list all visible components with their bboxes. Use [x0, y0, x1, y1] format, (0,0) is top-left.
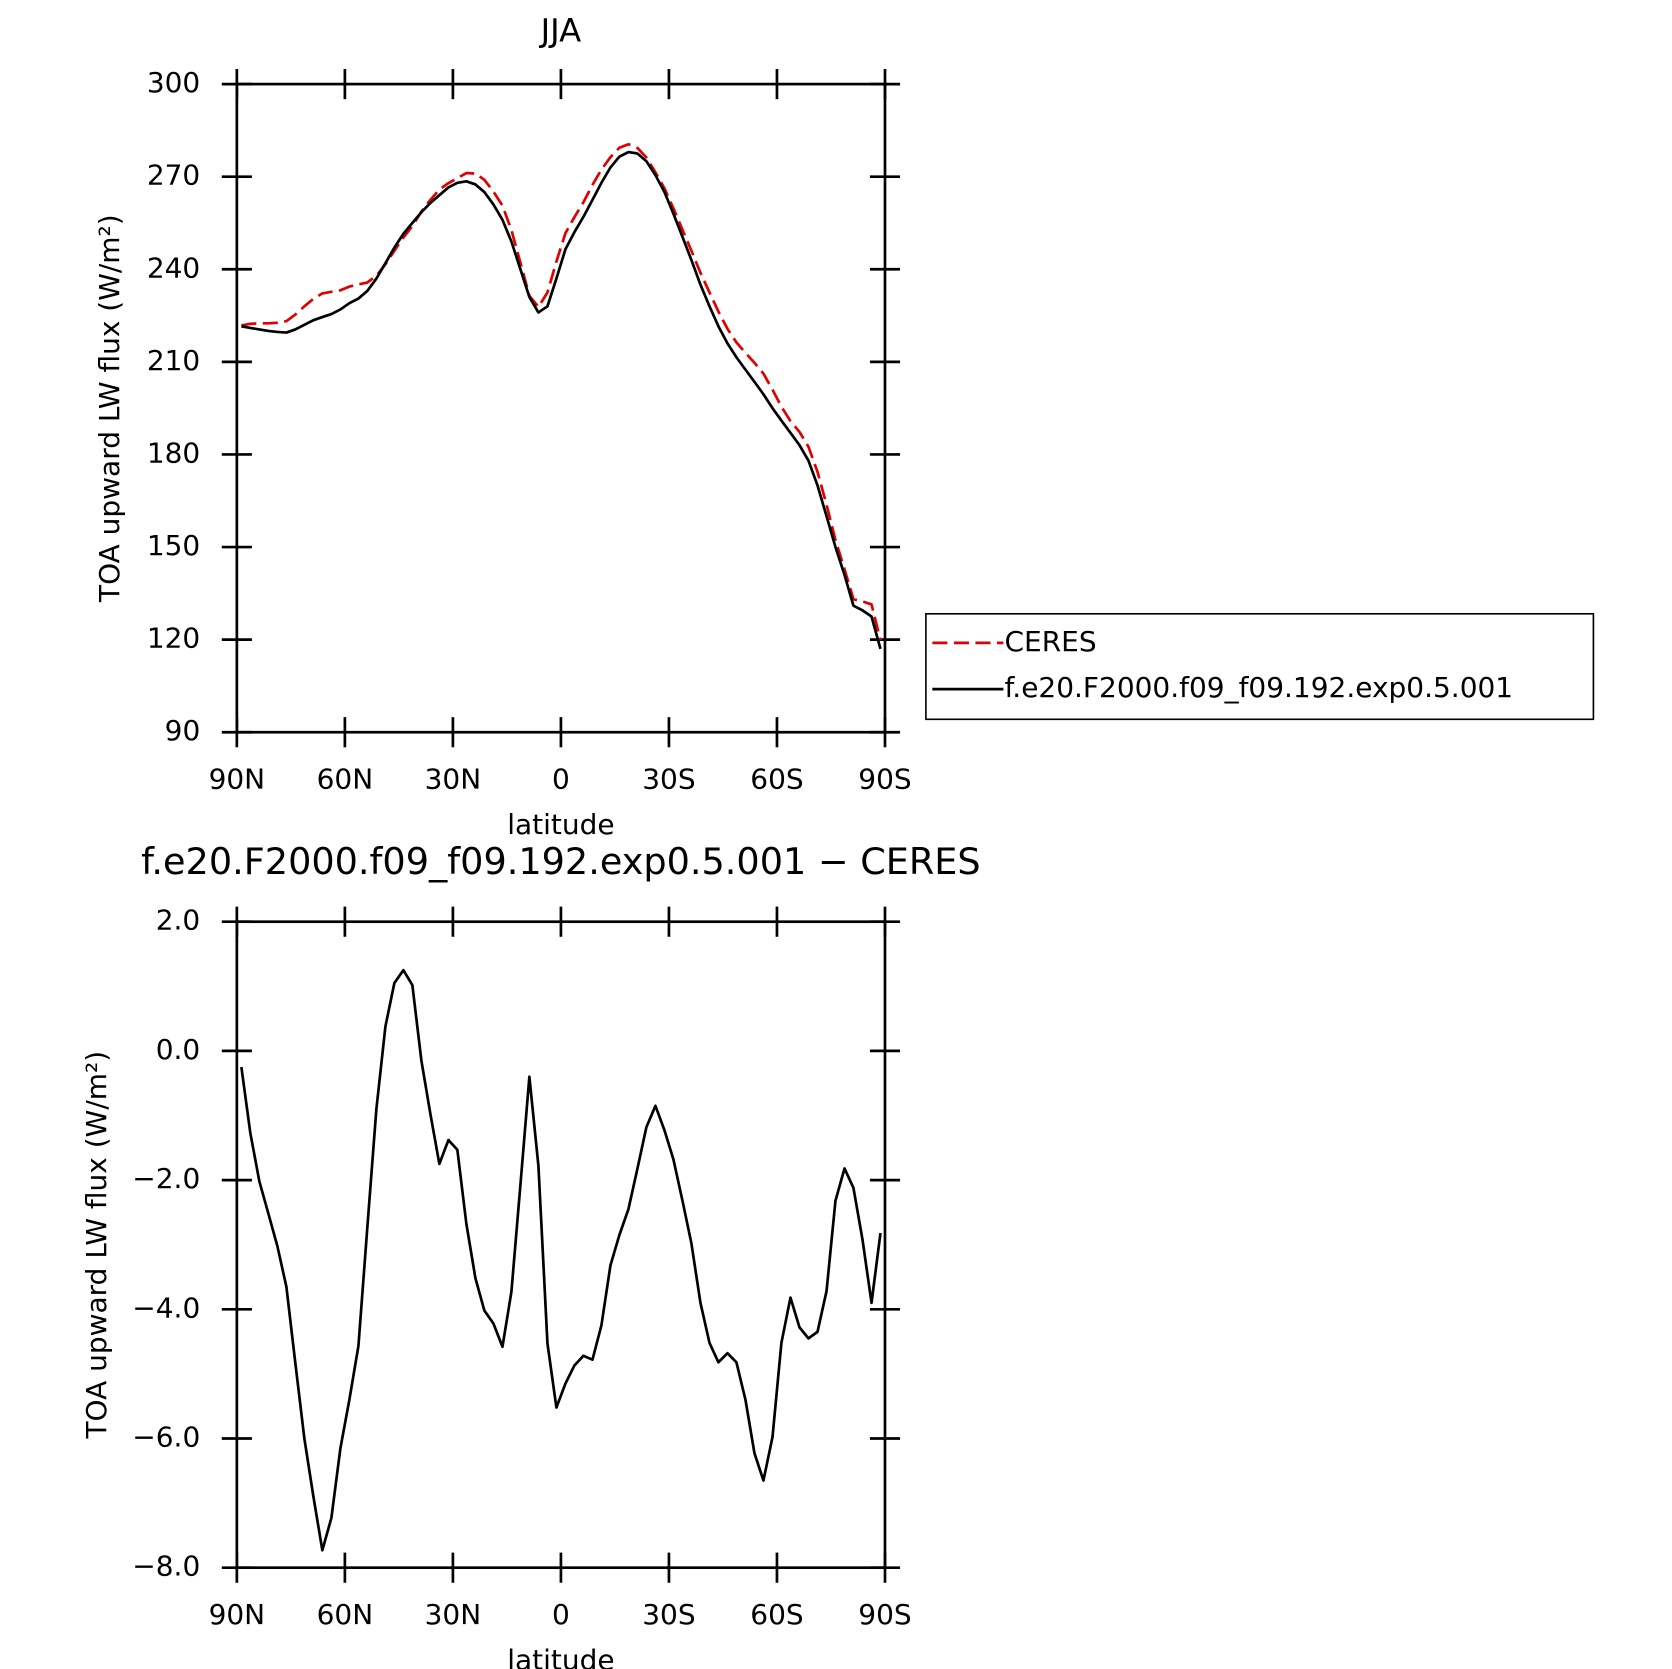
x-tick-label: 60S: [750, 763, 803, 796]
y-tick-label: 90: [165, 714, 201, 747]
y-tick-label: 180: [147, 436, 200, 469]
y-tick-label: 2.0: [156, 904, 201, 937]
x-tick-label: 0: [552, 763, 570, 796]
y-tick-label: 210: [147, 344, 200, 377]
x-tick-label: 30S: [642, 1598, 695, 1631]
y-tick-label: 270: [147, 159, 200, 192]
x-tick-label: 90N: [209, 763, 266, 796]
x-tick-label: 90S: [858, 763, 911, 796]
y-tick-label: 240: [147, 251, 200, 284]
y-tick-label: −2.0: [132, 1162, 200, 1195]
legend-box: [925, 612, 1595, 721]
data-line: [241, 142, 882, 641]
y-tick-label: 0.0: [156, 1033, 201, 1066]
plot-frame: [235, 82, 887, 734]
chart-title: JJA: [539, 11, 582, 49]
x-tick-label: 60N: [317, 763, 374, 796]
y-axis-label: TOA upward LW flux (W/m²): [80, 1051, 113, 1440]
x-tick-label: 30N: [425, 763, 482, 796]
legend-label: CERES: [1004, 625, 1096, 658]
legend-label: f.e20.F2000.f09_f09.192.exp0.5.001: [1004, 671, 1513, 704]
y-tick-label: −8.0: [132, 1550, 200, 1583]
x-tick-label: 30S: [642, 763, 695, 796]
data-line: [240, 968, 882, 1552]
y-tick-label: 300: [147, 66, 200, 99]
x-tick-label: 90S: [858, 1598, 911, 1631]
y-tick-label: 120: [147, 622, 200, 655]
x-tick-label: 90N: [209, 1598, 266, 1631]
y-tick-label: −6.0: [132, 1420, 200, 1453]
data-line: [241, 150, 882, 650]
y-tick-label: −4.0: [132, 1291, 200, 1324]
plot-frame: [235, 920, 887, 1570]
chart-title: f.e20.F2000.f09_f09.192.exp0.5.001 − CER…: [141, 840, 980, 883]
x-tick-label: 30N: [425, 1598, 482, 1631]
x-tick-label: 60S: [750, 1598, 803, 1631]
x-tick-label: 0: [552, 1598, 570, 1631]
y-tick-label: 150: [147, 529, 200, 562]
x-tick-label: 60N: [317, 1598, 374, 1631]
y-axis-label: TOA upward LW flux (W/m²): [93, 214, 126, 603]
x-axis-label: latitude: [507, 808, 614, 841]
x-axis-label: latitude: [507, 1643, 614, 1669]
